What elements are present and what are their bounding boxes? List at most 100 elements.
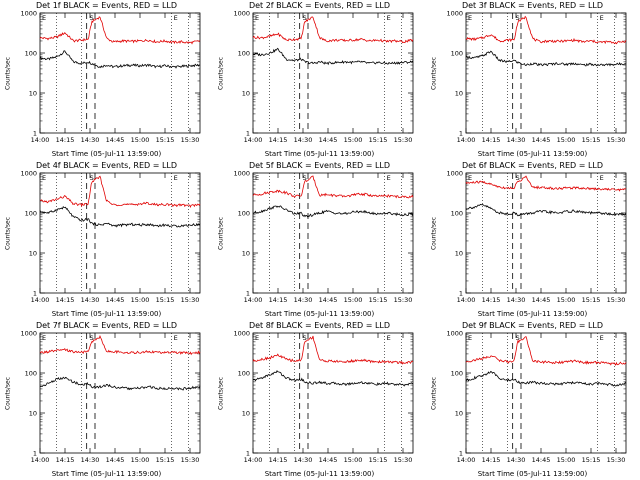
x-axis-title: Start Time (05-Jul-11 13:59:00) bbox=[51, 310, 162, 318]
x-tick-label: 15:00 bbox=[344, 296, 363, 304]
y-tick-label: 1 bbox=[246, 289, 250, 297]
y-tick-label: 1 bbox=[246, 449, 250, 457]
lld-series-line bbox=[252, 16, 414, 44]
x-tick-label: 14:45 bbox=[319, 136, 338, 144]
panel-plot: 1 10 100 1000 14:00 14:15 14:30 14:45 15:00 15:15… bbox=[20, 169, 201, 304]
y-axis-title: Counts/sec bbox=[217, 376, 225, 411]
y-tick-label: 1000 bbox=[446, 329, 463, 337]
x-tick-label: 15:15 bbox=[582, 296, 601, 304]
x-tick-label: 14:45 bbox=[532, 296, 551, 304]
interval-flag-label: E bbox=[468, 174, 472, 182]
detector-panel: Det 2f BLACK = Events, RED = LLD 1 10 100 10… bbox=[213, 0, 426, 160]
y-tick-label: 1 bbox=[33, 449, 37, 457]
interval-flag-label: S bbox=[516, 14, 520, 22]
interval-flag-label: E bbox=[468, 334, 472, 342]
panel-plot: 1 10 100 1000 14:00 14:15 14:30 14:45 15:00 15:15… bbox=[233, 169, 414, 304]
x-tick-label: 14:45 bbox=[319, 456, 338, 464]
panel-plot: 1 10 100 1000 14:00 14:15 14:30 14:45 15:00 15:15… bbox=[233, 329, 414, 464]
detector-panel: Det 7f BLACK = Events, RED = LLD 1 10 100 10… bbox=[0, 320, 213, 480]
y-axis-title: Counts/sec bbox=[4, 376, 12, 411]
plot-frame bbox=[465, 12, 627, 134]
x-tick-label: 14:30 bbox=[507, 456, 526, 464]
panel-title: Det 8f BLACK = Events, RED = LLD bbox=[248, 321, 391, 330]
y-tick-label: 1000 bbox=[20, 169, 37, 177]
y-tick-label: 1 bbox=[33, 289, 37, 297]
detector-panel: Det 1f BLACK = Events, RED = LLD 1 10 100 10… bbox=[0, 0, 213, 160]
panel-plot: 1 10 100 1000 14:00 14:15 14:30 14:45 15:00 15:15… bbox=[446, 329, 627, 464]
lld-series-line bbox=[465, 336, 627, 366]
y-axis-title: Counts/sec bbox=[217, 216, 225, 251]
panel-plot: 1 10 100 1000 14:00 14:15 14:30 14:45 15:00 15:15… bbox=[20, 9, 201, 144]
panel-title: Det 9f BLACK = Events, RED = LLD bbox=[461, 321, 604, 330]
interval-flag-label: E bbox=[42, 174, 46, 182]
y-tick-label: 1 bbox=[459, 449, 463, 457]
x-tick-label: 14:15 bbox=[482, 136, 501, 144]
y-tick-label: 10 bbox=[242, 89, 250, 97]
y-tick-label: 1000 bbox=[233, 9, 250, 17]
x-tick-label: 14:45 bbox=[319, 296, 338, 304]
x-tick-label: 15:15 bbox=[156, 456, 175, 464]
x-tick-label: 14:30 bbox=[81, 456, 100, 464]
x-tick-label: 15:15 bbox=[369, 296, 388, 304]
x-tick-label: 15:15 bbox=[156, 296, 175, 304]
y-tick-label: 1000 bbox=[233, 329, 250, 337]
x-tick-label: 15:30 bbox=[394, 136, 413, 144]
x-tick-label: 15:30 bbox=[607, 136, 626, 144]
events-series-line bbox=[252, 205, 414, 218]
interval-flag-label: S bbox=[516, 334, 520, 342]
interval-flag-label: E bbox=[255, 14, 259, 22]
x-tick-label: 15:00 bbox=[344, 456, 363, 464]
y-tick-label: 10 bbox=[29, 249, 37, 257]
events-series-line bbox=[39, 50, 201, 69]
events-series-line bbox=[465, 203, 627, 217]
x-tick-label: 14:00 bbox=[31, 456, 50, 464]
panel-title: Det 4f BLACK = Events, RED = LLD bbox=[35, 161, 178, 170]
interval-flag-label: E bbox=[600, 174, 604, 182]
events-series-line bbox=[465, 370, 627, 387]
x-tick-label: 15:00 bbox=[131, 296, 150, 304]
y-tick-label: 10 bbox=[455, 249, 463, 257]
y-axis-title: Counts/sec bbox=[430, 376, 438, 411]
x-tick-label: 14:15 bbox=[56, 296, 75, 304]
detector-panel: Det 3f BLACK = Events, RED = LLD 1 10 100 10… bbox=[426, 0, 639, 160]
interval-flag-label: S bbox=[303, 334, 307, 342]
y-tick-label: 100 bbox=[451, 369, 463, 377]
x-tick-label: 15:00 bbox=[557, 456, 576, 464]
events-series-line bbox=[252, 47, 414, 66]
plot-frame bbox=[39, 12, 201, 134]
detector-panel: Det 8f BLACK = Events, RED = LLD 1 10 100 10… bbox=[213, 320, 426, 480]
interval-flag-label: E bbox=[255, 334, 259, 342]
y-axis-title: Counts/sec bbox=[430, 56, 438, 91]
interval-flag-label: E bbox=[387, 334, 391, 342]
x-tick-label: 14:00 bbox=[244, 136, 263, 144]
lld-series-line bbox=[252, 335, 414, 365]
panel-title: Det 5f BLACK = Events, RED = LLD bbox=[248, 161, 391, 170]
panel-title: Det 6f BLACK = Events, RED = LLD bbox=[461, 161, 604, 170]
x-tick-label: 14:45 bbox=[106, 136, 125, 144]
interval-flag-label: E bbox=[255, 174, 259, 182]
lld-series-line bbox=[465, 175, 627, 192]
x-tick-label: 14:15 bbox=[269, 296, 288, 304]
panel-title: Det 7f BLACK = Events, RED = LLD bbox=[35, 321, 178, 330]
interval-flag-label: E bbox=[387, 174, 391, 182]
y-tick-label: 100 bbox=[238, 49, 250, 57]
interval-flag-label: E bbox=[600, 14, 604, 22]
x-tick-label: 14:45 bbox=[532, 136, 551, 144]
x-tick-label: 14:15 bbox=[56, 456, 75, 464]
x-tick-label: 14:45 bbox=[106, 456, 125, 464]
plot-frame bbox=[252, 172, 414, 294]
events-series-line bbox=[252, 370, 414, 387]
plot-frame bbox=[252, 12, 414, 134]
panel-plot: 1 10 100 1000 14:00 14:15 14:30 14:45 15:00 15:15… bbox=[446, 9, 627, 144]
interval-flag-label: E bbox=[174, 174, 178, 182]
interval-flag-label: E bbox=[387, 14, 391, 22]
y-tick-label: 10 bbox=[242, 409, 250, 417]
y-tick-label: 1 bbox=[246, 129, 250, 137]
panel-title: Det 1f BLACK = Events, RED = LLD bbox=[35, 1, 178, 10]
x-axis-title: Start Time (05-Jul-11 13:59:00) bbox=[264, 310, 375, 318]
interval-flag-label: S bbox=[303, 14, 307, 22]
x-axis-title: Start Time (05-Jul-11 13:59:00) bbox=[477, 470, 588, 478]
x-tick-label: 14:30 bbox=[81, 296, 100, 304]
interval-flag-label: E bbox=[42, 334, 46, 342]
